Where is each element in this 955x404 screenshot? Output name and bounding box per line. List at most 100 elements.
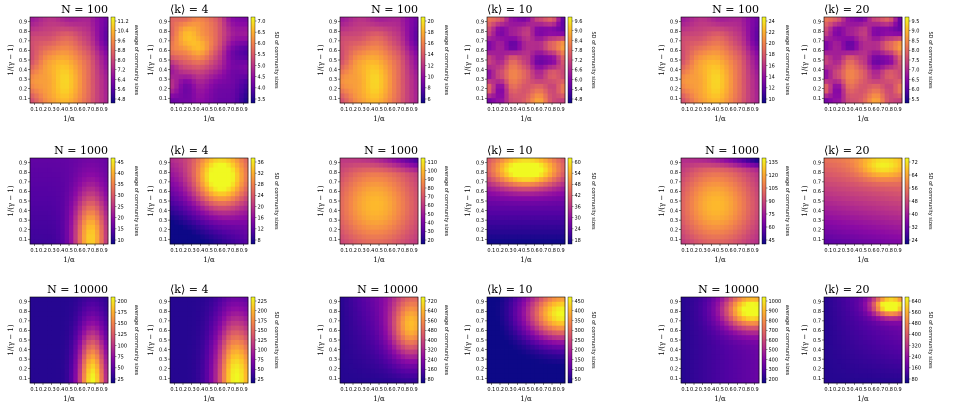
heatmap-cell [82, 220, 87, 226]
heatmap-cell [174, 50, 180, 56]
heatmap-cell [344, 21, 350, 27]
heatmap-cell [504, 186, 510, 192]
heatmap-cell [495, 172, 501, 178]
heatmap-cell [741, 177, 747, 183]
heatmap-cell [90, 359, 96, 365]
heatmap-cell [38, 311, 44, 317]
heatmap-cell [213, 297, 219, 303]
heatmap-cell [720, 158, 725, 164]
heatmap-cell [366, 50, 371, 56]
heatmap-cell [38, 373, 44, 379]
heatmap-cell [230, 349, 236, 355]
colorbar [250, 296, 256, 384]
x-tick-label: 0.8 [231, 248, 239, 254]
heatmap-cell [552, 64, 557, 70]
heatmap-cell [897, 79, 903, 85]
heatmap-cell [366, 224, 371, 231]
heatmap-cell [694, 26, 699, 32]
heatmap-cell [526, 64, 531, 70]
heatmap-cell [73, 363, 79, 370]
heatmap-cell [374, 64, 380, 70]
x-tick-label: 0.6 [384, 248, 392, 254]
heatmap-cell [38, 55, 44, 61]
heatmap-cell [99, 55, 105, 61]
heatmap-cell [30, 158, 35, 164]
heatmap-cell [69, 344, 74, 350]
heatmap-cell [344, 158, 350, 164]
heatmap-cell [77, 378, 83, 384]
heatmap-cell [64, 297, 70, 303]
heatmap-cell [99, 26, 105, 32]
heatmap-cell [95, 177, 100, 183]
heatmap-cell [90, 340, 96, 346]
y-axis-label: 1/(γ − 1) [464, 185, 472, 216]
heatmap-cell [539, 205, 544, 211]
heatmap-cell [694, 60, 699, 66]
heatmap-cell [353, 162, 358, 168]
heatmap-cell [495, 158, 501, 164]
heatmap-cell [715, 162, 721, 168]
heatmap-cell [487, 158, 492, 164]
heatmap-cell [867, 17, 873, 23]
heatmap-cell [837, 196, 842, 202]
heatmap-cell [728, 181, 734, 188]
colorbar [420, 16, 426, 104]
heatmap-cell [500, 158, 505, 164]
heatmap-cell [191, 320, 197, 327]
heatmap-cell [876, 40, 881, 47]
heatmap-cell [366, 26, 371, 32]
heatmap-cell [715, 210, 721, 216]
heatmap-cell [226, 297, 232, 303]
panel-title: N = 10000 [47, 283, 108, 296]
heatmap-cell [746, 21, 751, 27]
heatmap-cell [209, 368, 214, 374]
heatmap-cell [60, 93, 66, 99]
heatmap-cell [495, 181, 501, 188]
y-tick-label: 0.9 [476, 20, 484, 26]
heatmap-cell [226, 359, 232, 365]
heatmap-cell [213, 186, 219, 192]
heatmap-cell [698, 31, 704, 37]
heatmap-cell [698, 205, 704, 211]
heatmap-cell [243, 354, 249, 360]
heatmap-cell [344, 191, 350, 197]
heatmap-cell [60, 234, 66, 240]
heatmap-cell [361, 74, 367, 80]
x-tick-label: 0.3 [48, 248, 56, 254]
heatmap-cell [51, 40, 57, 47]
heatmap-cell [720, 186, 725, 192]
y-tick-label: 0.3 [329, 218, 337, 224]
heatmap-cell [409, 40, 415, 47]
heatmap-cell [43, 316, 48, 322]
heatmap-cell [200, 26, 206, 32]
heatmap-cell [543, 177, 549, 183]
y-tick-label: 0.4 [159, 347, 167, 353]
heatmap-cell [243, 306, 249, 312]
heatmap-cell [828, 21, 834, 27]
y-tick-label: 0.9 [19, 161, 27, 167]
heatmap-cell [396, 17, 402, 23]
heatmap-cell [170, 330, 175, 336]
heatmap-cell [560, 205, 566, 211]
heatmap-cell [43, 191, 48, 197]
heatmap-cell [867, 55, 873, 61]
heatmap-cell [69, 363, 74, 370]
heatmap-cell [348, 31, 354, 37]
heatmap-cell [715, 69, 721, 75]
heatmap-cell [720, 50, 725, 56]
heatmap-cell [47, 224, 53, 231]
heatmap-cell [170, 201, 175, 207]
heatmap-cell [43, 205, 48, 211]
heatmap-cell [530, 50, 536, 56]
heatmap-cell [174, 21, 180, 27]
heatmap-cell [495, 26, 501, 32]
heatmap-cell [517, 201, 523, 207]
x-tick-label: 0.1 [340, 248, 348, 254]
heatmap-cell [209, 196, 214, 202]
heatmap-cell [213, 172, 219, 178]
heatmap-cell [720, 88, 725, 94]
heatmap-cell [174, 196, 180, 202]
heatmap-cell [685, 215, 691, 221]
heatmap-cell [754, 40, 760, 47]
